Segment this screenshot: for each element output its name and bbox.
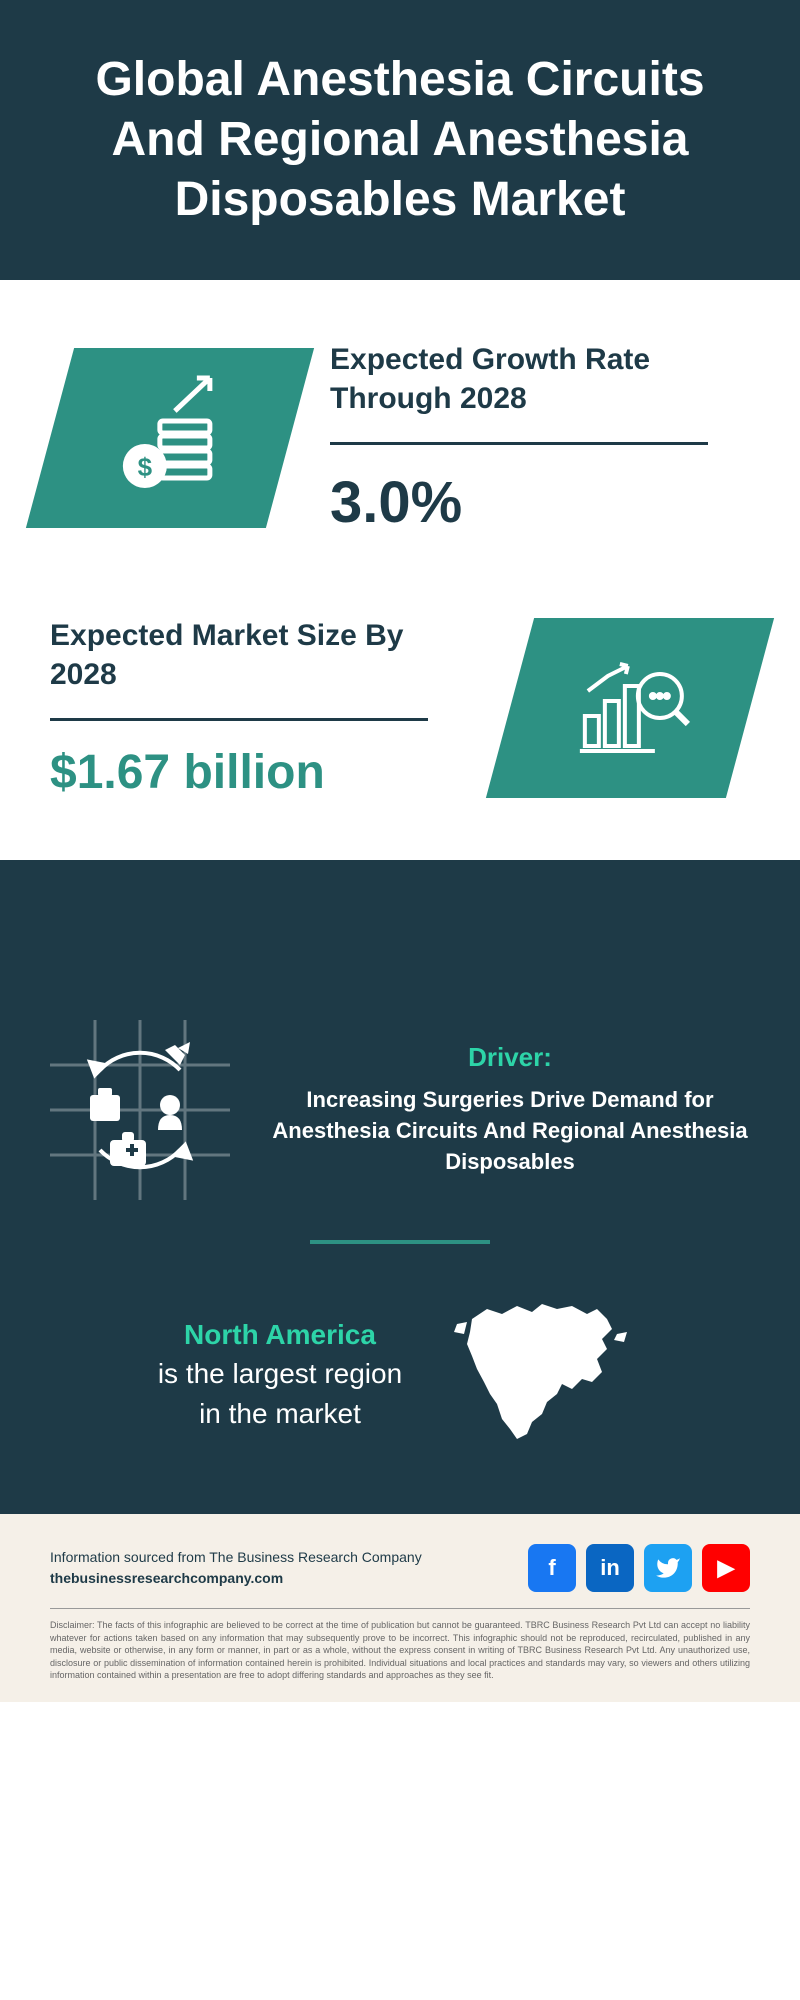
driver-label: Driver:: [270, 1042, 750, 1073]
market-icon-block: [486, 618, 774, 798]
footer-site: thebusinessresearchcompany.com: [50, 1568, 422, 1589]
chart-analysis-icon: [560, 636, 700, 781]
header: Global Anesthesia Circuits And Regional …: [0, 0, 800, 280]
market-size-section: Expected Market Size By 2028 $1.67 billi…: [0, 576, 800, 860]
social-icons: f in ▶: [528, 1544, 750, 1592]
market-label: Expected Market Size By 2028: [50, 616, 470, 694]
region-line1: is the largest region: [158, 1358, 402, 1389]
linkedin-icon[interactable]: in: [586, 1544, 634, 1592]
footer-info: Information sourced from The Business Re…: [50, 1547, 422, 1589]
driver-description: Increasing Surgeries Drive Demand for An…: [270, 1085, 750, 1177]
dark-section: Driver: Increasing Surgeries Drive Deman…: [0, 980, 800, 1514]
footer-divider: [50, 1608, 750, 1609]
disclaimer: Disclaimer: The facts of this infographi…: [50, 1619, 750, 1682]
divider: [330, 442, 708, 445]
growth-rate-section: $ Expected Growth Rate Through 2028 3.0%: [0, 280, 800, 576]
skyline-divider: [0, 860, 800, 980]
youtube-icon[interactable]: ▶: [702, 1544, 750, 1592]
footer-top: Information sourced from The Business Re…: [50, 1544, 750, 1592]
medical-cycle-icon: [50, 1020, 230, 1200]
growth-label: Expected Growth Rate Through 2028: [330, 340, 750, 418]
north-america-map-icon: [442, 1294, 642, 1454]
region-highlight: North America: [184, 1319, 376, 1350]
facebook-icon[interactable]: f: [528, 1544, 576, 1592]
source-line: Information sourced from The Business Re…: [50, 1547, 422, 1568]
money-growth-icon: $: [100, 366, 240, 511]
market-stat-block: Expected Market Size By 2028 $1.67 billi…: [50, 616, 470, 800]
driver-text: Driver: Increasing Surgeries Drive Deman…: [270, 1042, 750, 1177]
region-line2: in the market: [199, 1398, 361, 1429]
region-row: North America is the largest region in t…: [50, 1294, 750, 1454]
svg-text:$: $: [138, 452, 153, 482]
growth-icon-block: $: [26, 348, 314, 528]
twitter-icon[interactable]: [644, 1544, 692, 1592]
teal-divider: [310, 1240, 490, 1244]
page-title: Global Anesthesia Circuits And Regional …: [60, 50, 740, 230]
driver-row: Driver: Increasing Surgeries Drive Deman…: [50, 1020, 750, 1200]
divider: [50, 718, 428, 721]
growth-value: 3.0%: [330, 469, 750, 536]
footer: Information sourced from The Business Re…: [0, 1514, 800, 1702]
market-value: $1.67 billion: [50, 745, 470, 800]
region-text: North America is the largest region in t…: [158, 1315, 402, 1433]
growth-stat-block: Expected Growth Rate Through 2028 3.0%: [330, 340, 750, 536]
